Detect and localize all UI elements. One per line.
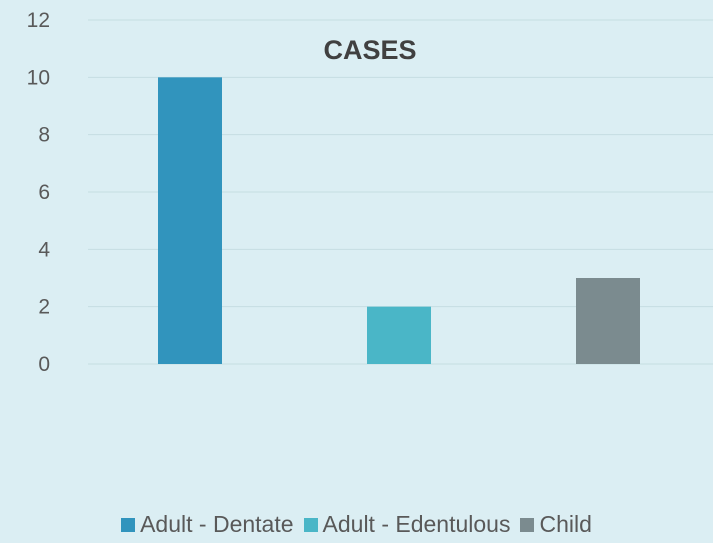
y-tick-label: 12 (27, 9, 50, 32)
legend-swatch (121, 517, 136, 532)
bar-adult-dentate (158, 77, 222, 364)
bars (158, 77, 640, 364)
chart-title: CASES (323, 35, 416, 65)
y-tick-label: 4 (38, 238, 50, 261)
y-tick-label: 0 (38, 353, 50, 376)
legend-item: Adult - Dentate (121, 511, 294, 538)
legend-label: Adult - Dentate (140, 511, 294, 537)
bar-adult-edentulous (367, 306, 431, 364)
legend-item: Child (520, 511, 592, 538)
legend-swatch (520, 517, 535, 532)
bar-child (576, 278, 640, 364)
legend-swatch (303, 517, 318, 532)
y-axis-tick-labels: 0 2 4 6 8 10 12 (27, 9, 51, 376)
y-tick-label: 10 (27, 66, 50, 89)
legend-label: Child (539, 511, 592, 537)
y-tick-label: 8 (38, 124, 50, 147)
legend-item: Adult - Edentulous (303, 511, 511, 538)
legend-label: Adult - Edentulous (322, 511, 511, 537)
y-tick-label: 2 (38, 296, 50, 319)
legend: Adult - Dentate Adult - Edentulous Child (0, 511, 713, 538)
y-tick-label: 6 (38, 181, 50, 204)
